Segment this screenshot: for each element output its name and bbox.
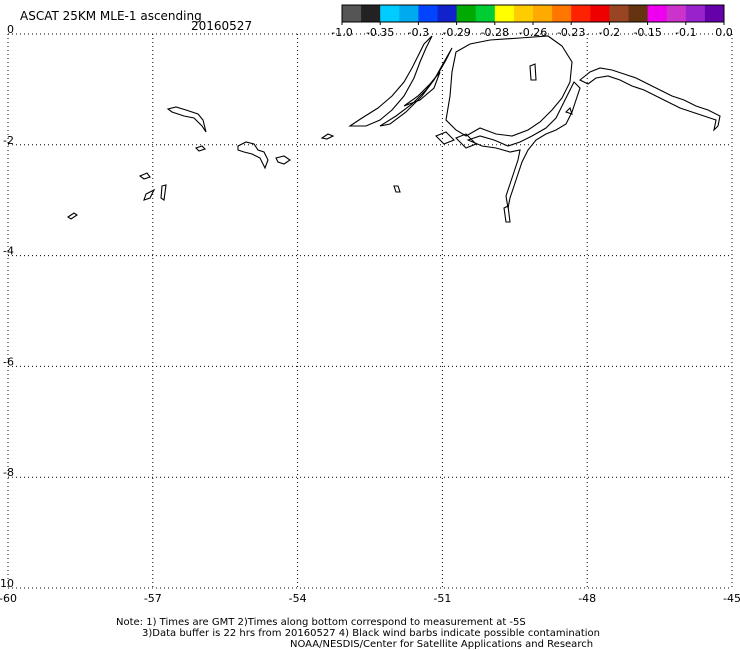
map-title: ASCAT 25KM MLE-1 ascending (20, 9, 202, 23)
coastline-estuary (403, 71, 441, 107)
coastline-island (138, 172, 151, 180)
colorbar-label: -0.29 (442, 26, 470, 39)
colorbar-swatch (361, 5, 381, 22)
lon-label: -51 (433, 592, 451, 605)
footer-note-line2: 3)Data buffer is 22 hrs from 20160527 4)… (142, 628, 600, 639)
coastline-marajo (445, 35, 573, 137)
lon-label: -45 (723, 592, 740, 605)
colorbar-swatch (342, 5, 362, 22)
coastline-island (435, 131, 455, 145)
coastline-island (194, 145, 207, 152)
lon-label: -60 (0, 592, 17, 605)
coastline-east (578, 67, 721, 132)
colorbar-swatch (609, 5, 629, 22)
colorbar-label: -0.28 (481, 26, 509, 39)
lat-label: -10 (0, 577, 14, 590)
lat-label: -2 (3, 134, 14, 147)
coastline-estuary (348, 35, 433, 127)
map-grid (7, 33, 733, 589)
colorbar-swatch (647, 5, 668, 22)
colorbar-swatch (475, 5, 496, 22)
colorbar-swatch (666, 5, 687, 22)
colorbar-label: -0.35 (366, 26, 394, 39)
coastline-island (275, 155, 291, 165)
coastline-island (67, 212, 78, 220)
colorbar-swatch (494, 5, 515, 22)
footer-note-line1: Note: 1) Times are GMT 2)Times along bot… (116, 617, 526, 628)
colorbar-swatch (552, 5, 572, 22)
colorbar-swatch (685, 5, 706, 22)
colorbar-swatch (590, 5, 610, 22)
map-date: 20160527 (191, 19, 253, 33)
coastline-island (393, 185, 401, 193)
colorbar-swatch (380, 5, 400, 22)
lon-label: -48 (578, 592, 596, 605)
coastline-marajo (529, 63, 537, 81)
colorbar-swatch (418, 5, 438, 22)
coastline-island (166, 106, 207, 133)
colorbar: -1.0 -0.35 -0.3 -0.29 -0.28 -0.26 -0.23 -0.2 -0.… (331, 4, 733, 39)
lon-label: -57 (144, 592, 162, 605)
coastline-island (503, 205, 511, 223)
footer-note-line3: NOAA/NESDIS/Center for Satellite Applica… (290, 639, 594, 650)
colorbar-label: -1.0 (331, 26, 352, 39)
lat-label: 0 (7, 23, 14, 36)
coastline-island (320, 133, 335, 140)
colorbar-label: -0.2 (599, 26, 620, 39)
lat-label: -8 (3, 466, 14, 479)
colorbar-swatch (437, 5, 458, 22)
colorbar-swatch (628, 5, 649, 22)
axis-labels: 0 -2 -4 -6 -8 -10 -60 -57 -54 -51 -48 -45 (0, 23, 740, 605)
colorbar-swatch (399, 5, 419, 22)
coastline-island (564, 106, 573, 115)
colorbar-label: -0.23 (557, 26, 585, 39)
colorbar-swatch (513, 5, 534, 22)
coastline-island (160, 184, 167, 201)
coastline (67, 35, 721, 223)
colorbar-swatch (456, 5, 477, 22)
colorbar-swatch (571, 5, 591, 22)
lat-label: -6 (3, 355, 14, 368)
lat-label: -4 (3, 245, 14, 258)
coastline-estuary (379, 47, 453, 127)
colorbar-label: 0.0 (715, 26, 733, 39)
coastline-island (143, 188, 156, 201)
colorbar-swatch (533, 5, 553, 22)
lon-label: -54 (289, 592, 307, 605)
coastline-island (237, 141, 269, 170)
colorbar-label: -0.15 (633, 26, 661, 39)
colorbar-label: -0.1 (675, 26, 696, 39)
colorbar-swatch (704, 5, 725, 22)
colorbar-label: -0.3 (408, 26, 429, 39)
coastline-mainland (466, 81, 581, 209)
colorbar-label: -0.26 (519, 26, 547, 39)
